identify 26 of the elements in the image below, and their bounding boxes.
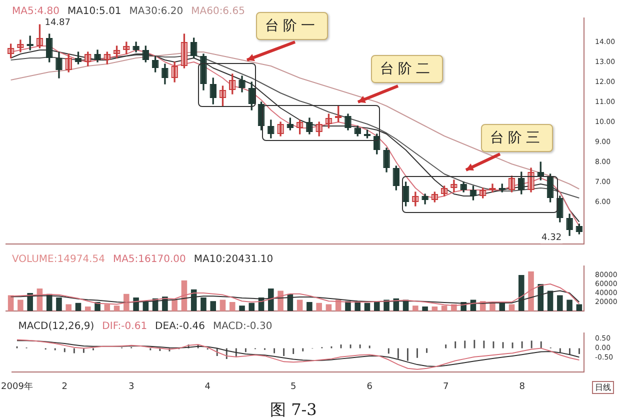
text: VOLUME:14974.54 [12,254,105,265]
legend-title: MACD(12,26,9) [18,321,94,332]
text: MA10:5.01 [67,6,122,17]
annotation: 台阶一 [256,12,328,40]
caption: 图 7-3 [270,400,317,419]
x-tick-label: 3 [128,382,134,392]
annotation: 台阶三 [481,124,553,152]
annotation: 4.32 [542,232,562,243]
text: MA5:4.80 [12,6,60,17]
x-tick-label: 4 [204,382,211,392]
x-tick-label: 6 [366,382,373,392]
text: MA60:6.65 [191,6,245,17]
annotation: 14.87 [44,18,70,28]
series-label: DIF:-0.61 [102,321,148,332]
annotation: 台阶二 [371,55,443,83]
x-tick-label: 2009年 [1,380,33,392]
text: MA10:20431.10 [194,254,274,265]
text: MA5:16170.00 [112,254,186,265]
x-tick-label: 5 [290,382,296,392]
x-tick-label: 8 [519,382,526,392]
text: 日线 [592,381,614,394]
x-tick-label: 7 [442,382,449,392]
x-tick-label: 2 [62,382,68,392]
series-label: MACD:-0.30 [212,321,272,332]
series-label: DEA:-0.46 [155,321,205,332]
text: MA30:6.20 [129,6,184,17]
